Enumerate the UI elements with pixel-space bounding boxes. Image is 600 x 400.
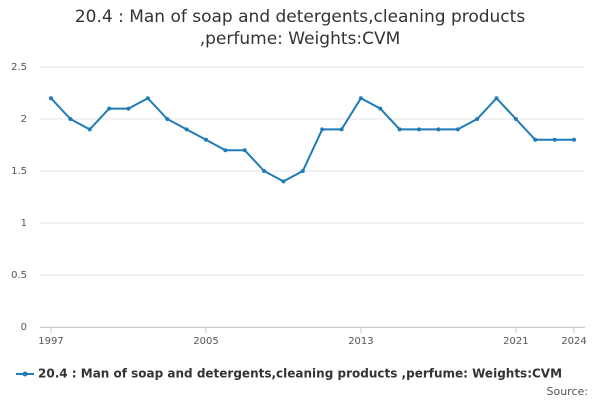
point [513, 117, 518, 121]
x-tick-label: 2013 [348, 336, 373, 347]
x-tick-label: 2024 [561, 336, 586, 347]
legend-marker [22, 371, 28, 377]
point [107, 106, 112, 111]
point [165, 117, 170, 121]
y-tick-label: 1 [21, 218, 27, 229]
point [242, 148, 247, 153]
point [494, 96, 499, 101]
y-tick-label: 0 [21, 322, 27, 333]
point [320, 127, 325, 132]
point [87, 127, 92, 132]
source: Source: [547, 385, 589, 398]
point [223, 148, 228, 153]
point [262, 169, 267, 173]
point [417, 127, 422, 132]
point [339, 127, 344, 132]
line [50, 96, 574, 183]
point [68, 117, 73, 121]
point [300, 169, 305, 173]
point [572, 137, 576, 142]
point [436, 127, 441, 132]
y-tick-label: 2 [21, 114, 27, 125]
x-tick-label: 2021 [503, 336, 528, 347]
point [455, 127, 460, 132]
point [358, 96, 363, 101]
point [397, 127, 402, 132]
point [533, 137, 538, 142]
point [126, 106, 131, 111]
y-tick-label: 1.5 [11, 166, 27, 177]
point [184, 127, 189, 132]
x-tick-label: 1997 [38, 336, 63, 347]
point [203, 137, 208, 142]
x-tick-label: 2005 [193, 336, 218, 347]
point [475, 117, 480, 121]
point [552, 137, 557, 142]
point [145, 96, 150, 101]
y-tick-label: 2.5 [11, 62, 27, 73]
point [281, 179, 286, 184]
point [49, 96, 53, 101]
chart-title: 20.4 : Man of soap and detergents,cleani… [74, 7, 526, 49]
y-tick-label: 0.5 [11, 270, 27, 281]
point [378, 106, 383, 111]
legend-label: 20.4 : Man of soap and detergents,cleani… [38, 367, 562, 381]
